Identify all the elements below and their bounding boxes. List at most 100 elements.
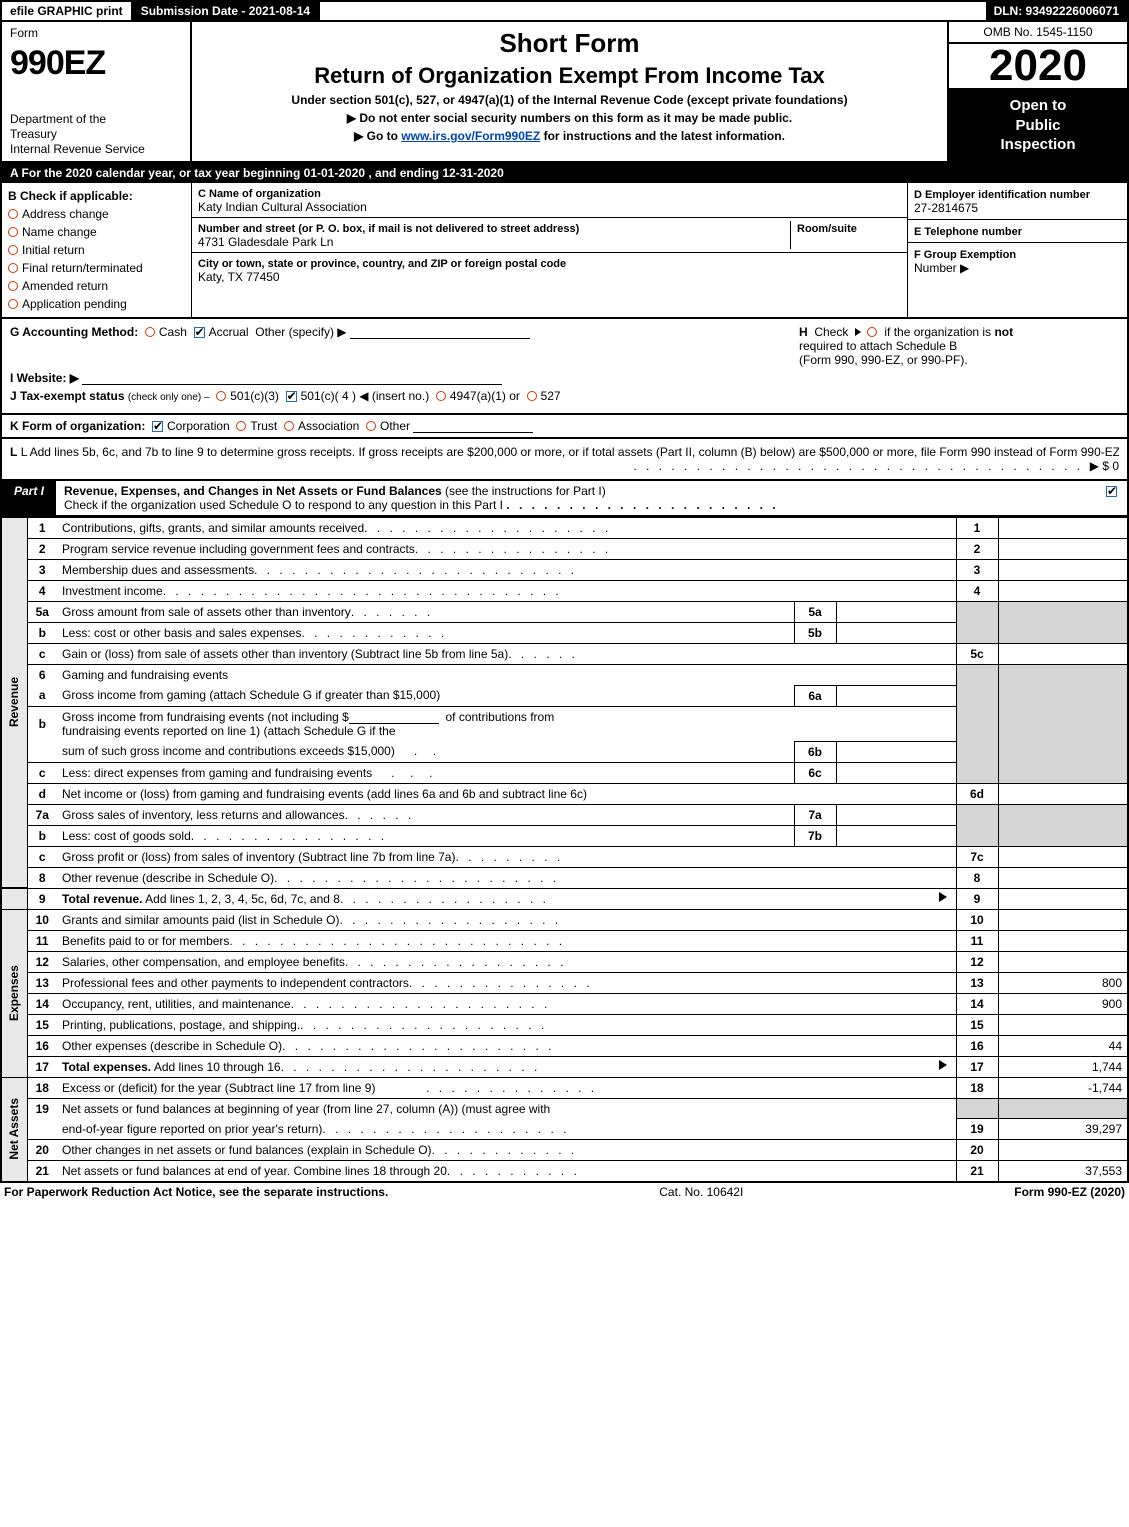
val-col (998, 951, 1128, 972)
val-col (998, 1140, 1128, 1161)
radio-icon[interactable] (8, 209, 18, 219)
radio-icon[interactable] (145, 327, 155, 337)
line-num: b (27, 825, 57, 846)
val-col: 37,553 (998, 1161, 1128, 1183)
line-desc: Excess or (deficit) for the year (Subtra… (57, 1077, 956, 1098)
g-other-field[interactable] (350, 325, 530, 339)
part-i-title: Revenue, Expenses, and Changes in Net As… (64, 484, 442, 498)
note-ssn: ▶ Do not enter social security numbers o… (202, 111, 937, 125)
radio-icon[interactable] (236, 421, 246, 431)
num-col: 5c (956, 643, 998, 664)
checkbox-icon[interactable] (194, 327, 205, 338)
line-desc: Less: cost or other basis and sales expe… (57, 622, 794, 643)
expenses-label: Expenses (1, 909, 27, 1077)
dept-line3: Internal Revenue (10, 142, 101, 156)
num-col: 12 (956, 951, 998, 972)
g-other: Other (specify) ▶ (255, 325, 346, 339)
b-item-initial: Initial return (8, 241, 185, 259)
b-item-pending: Application pending (8, 295, 185, 313)
line-desc: Net assets or fund balances at beginning… (57, 1098, 956, 1119)
val-col: 44 (998, 1035, 1128, 1056)
line-desc: Contributions, gifts, grants, and simila… (57, 517, 956, 538)
line-num (27, 741, 57, 762)
inspect-l1: Open to (1010, 97, 1067, 114)
radio-icon[interactable] (436, 391, 446, 401)
line-desc: Investment income . . . . . . . . . . . … (57, 580, 956, 601)
c-addr-value: 4731 Gladesdale Park Ln (198, 235, 333, 249)
line-desc: end-of-year figure reported on prior yea… (57, 1119, 956, 1140)
l-row: L L Add lines 5b, 6c, and 7b to line 9 t… (0, 439, 1129, 481)
radio-icon[interactable] (8, 299, 18, 309)
line-num: 18 (27, 1077, 57, 1098)
radio-icon[interactable] (8, 227, 18, 237)
line-num (27, 1119, 57, 1140)
header-right: OMB No. 1545-1150 2020 Open to Public In… (947, 22, 1127, 161)
radio-icon[interactable] (8, 281, 18, 291)
e-label: E Telephone number (914, 226, 1022, 238)
netassets-label: Net Assets (1, 1077, 27, 1182)
radio-icon[interactable] (867, 327, 877, 337)
g-row: G Accounting Method: Cash Accrual Other … (10, 325, 779, 367)
top-bar: efile GRAPHIC print Submission Date - 20… (0, 0, 1129, 20)
note-goto-pre: ▶ Go to (354, 129, 401, 143)
j-note: (check only one) ‒ (128, 392, 210, 403)
line-desc: Less: cost of goods sold . . . . . . . .… (57, 825, 794, 846)
dept-line1: Department of the (10, 112, 106, 126)
line-num: 6 (27, 664, 57, 685)
val-col-shade (998, 664, 1128, 783)
k-other-field[interactable] (413, 419, 533, 433)
val-col-shade (998, 804, 1128, 846)
k-opt-corp: Corporation (167, 419, 230, 433)
checkbox-icon[interactable] (152, 421, 163, 432)
j-row: J Tax-exempt status (check only one) ‒ 5… (10, 389, 1119, 403)
num-col-shade (956, 1098, 998, 1119)
num-col: 9 (956, 888, 998, 909)
sub-val (836, 601, 956, 622)
checkbox-icon[interactable] (286, 391, 297, 402)
line-desc: Gross income from gaming (attach Schedul… (57, 685, 794, 706)
part-i-check-line: Check if the organization used Schedule … (64, 498, 503, 512)
part-i-tag: Part I (2, 481, 56, 515)
sub-val (836, 804, 956, 825)
irs-link[interactable]: www.irs.gov/Form990EZ (401, 129, 540, 143)
c-name-value: Katy Indian Cultural Association (198, 200, 367, 214)
g-label: G Accounting Method: (10, 325, 138, 339)
revenue-label-end (1, 888, 27, 909)
num-col: 13 (956, 972, 998, 993)
line-num: 16 (27, 1035, 57, 1056)
triangle-icon (939, 1060, 947, 1070)
line-num: b (27, 706, 57, 741)
line-desc: Membership dues and assessments . . . . … (57, 559, 956, 580)
l6b-amount-field[interactable] (349, 710, 439, 724)
revenue-label: Revenue (1, 517, 27, 888)
f-label2: Number ▶ (914, 261, 969, 275)
num-col: 19 (956, 1119, 998, 1140)
radio-icon[interactable] (284, 421, 294, 431)
section-def: D Employer identification number 27-2814… (907, 183, 1127, 317)
line-desc: Gross profit or (loss) from sales of inv… (57, 846, 956, 867)
val-col-shade (998, 1098, 1128, 1119)
c-addr-row: Number and street (or P. O. box, if mail… (192, 218, 907, 253)
num-col: 8 (956, 867, 998, 888)
line-num: 5a (27, 601, 57, 622)
line-desc: Net income or (loss) from gaming and fun… (57, 783, 956, 804)
j-opt2: 501(c)( 4 ) ◀ (insert no.) (301, 389, 430, 403)
l-value: ▶ $ 0 (1090, 459, 1119, 473)
sub-val (836, 622, 956, 643)
b-label-initial: Initial return (22, 243, 85, 257)
radio-icon[interactable] (8, 263, 18, 273)
radio-icon[interactable] (366, 421, 376, 431)
b-item-name: Name change (8, 223, 185, 241)
checkbox-icon[interactable] (1106, 486, 1117, 497)
num-col: 4 (956, 580, 998, 601)
inspect-l2: Public (1015, 117, 1060, 134)
sub-num: 6a (794, 685, 836, 706)
j-opt1: 501(c)(3) (230, 389, 279, 403)
radio-icon[interactable] (527, 391, 537, 401)
sub-num: 6b (794, 741, 836, 762)
i-website-field[interactable] (82, 371, 502, 385)
radio-icon[interactable] (216, 391, 226, 401)
line-desc: Other expenses (describe in Schedule O) … (57, 1035, 956, 1056)
section-ghijkl: G Accounting Method: Cash Accrual Other … (0, 319, 1129, 415)
radio-icon[interactable] (8, 245, 18, 255)
